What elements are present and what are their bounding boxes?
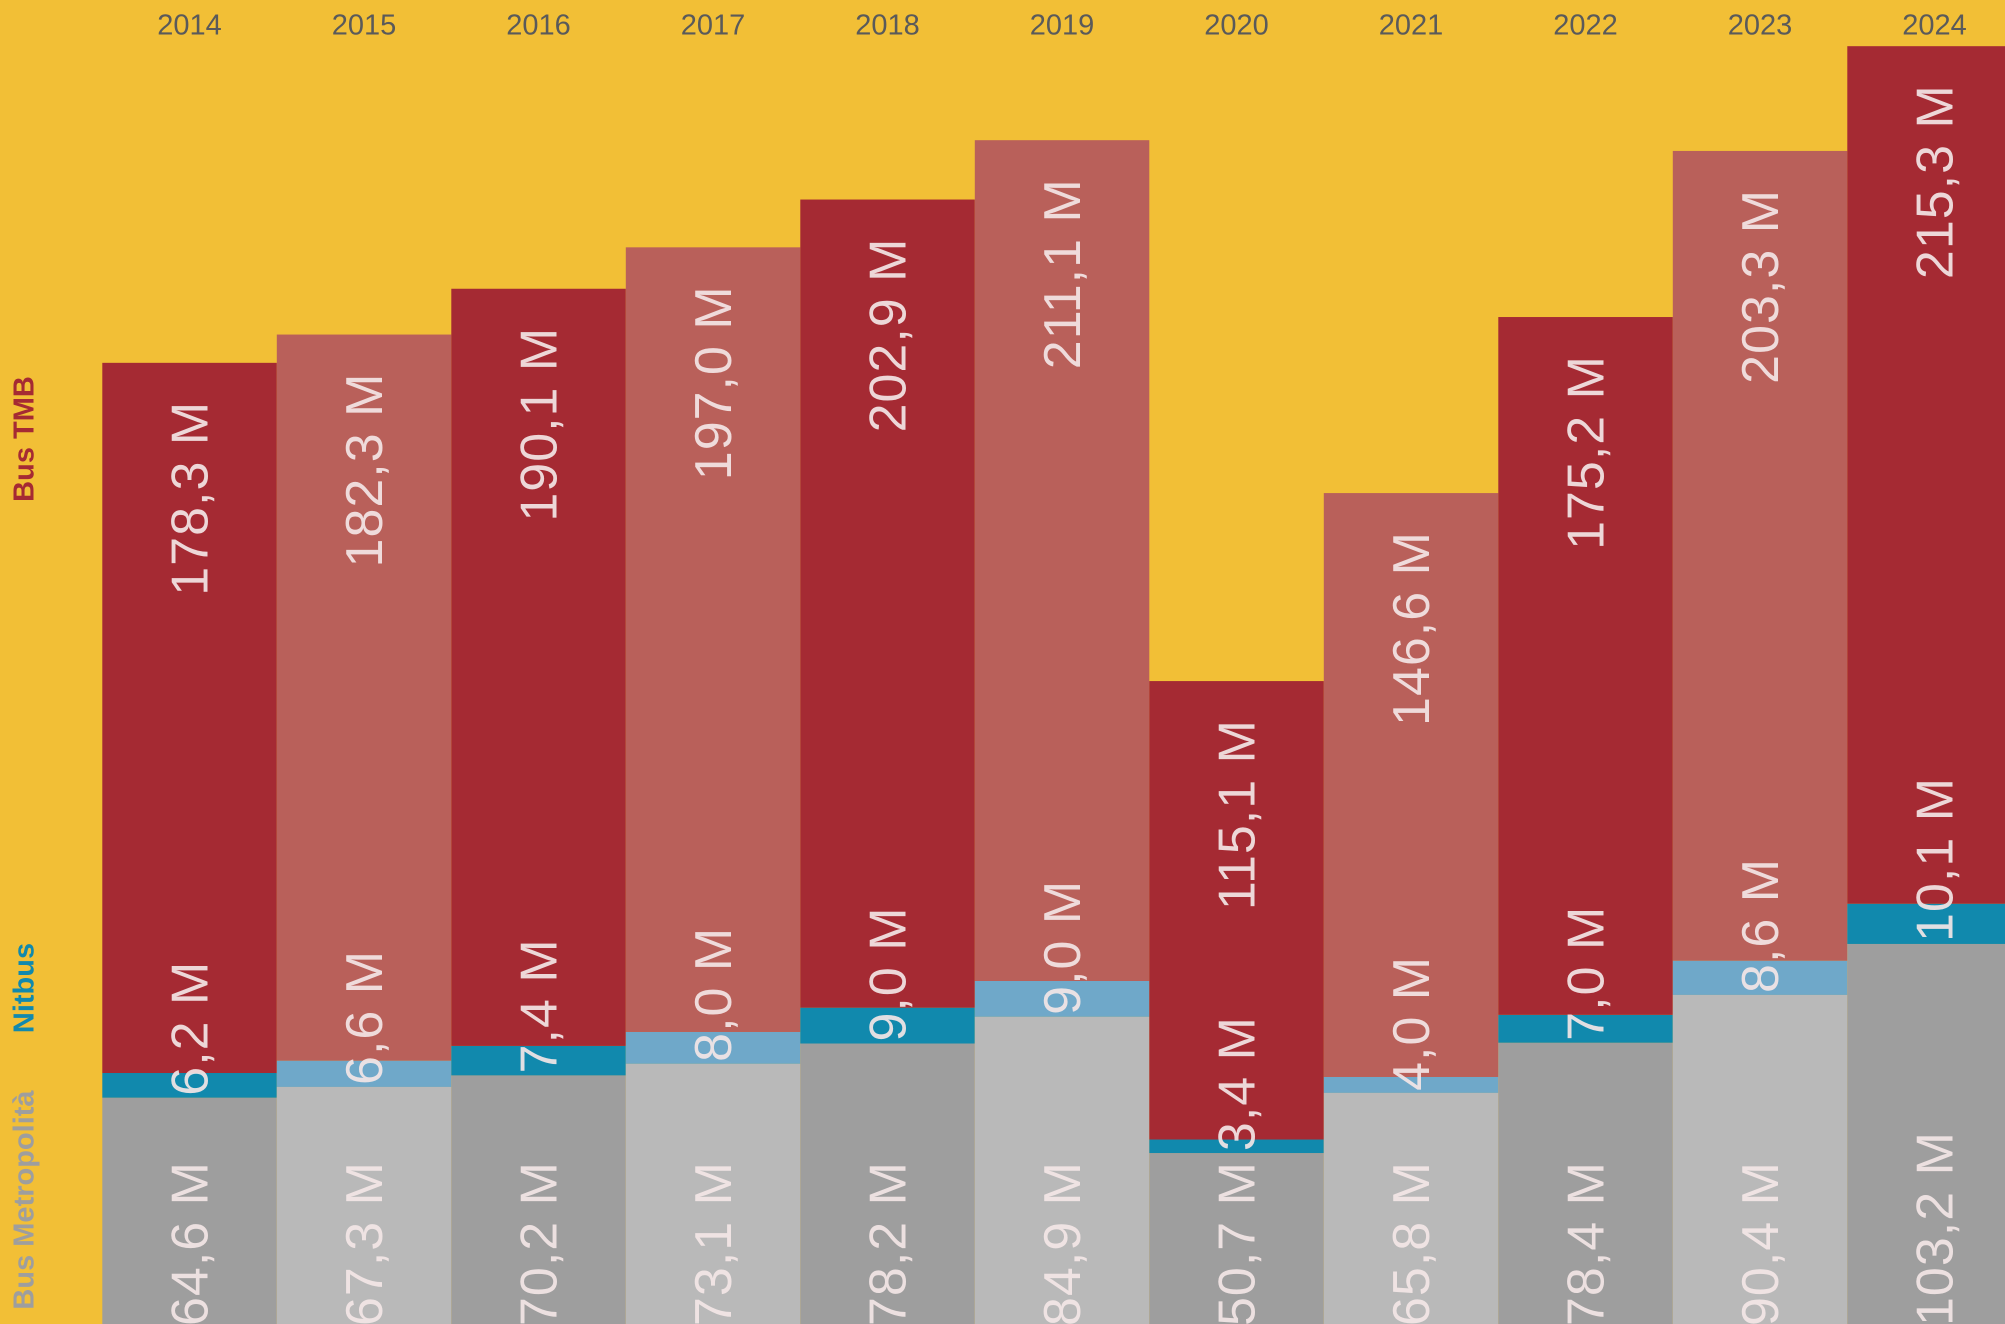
value-label: 3,4 M <box>1208 1016 1266 1151</box>
value-label: 190,1 M <box>510 327 568 522</box>
value-label: 175,2 M <box>1557 355 1615 550</box>
bar-segment <box>1672 150 1848 961</box>
bar-segment <box>1323 493 1499 1077</box>
x-tick-label: 2022 <box>1553 10 1618 42</box>
bar-segment <box>1323 1076 1499 1093</box>
value-label: 182,3 M <box>336 373 394 568</box>
bar-segment <box>1498 1014 1673 1043</box>
x-tick-label: 2019 <box>1030 10 1095 42</box>
value-label: 203,3 M <box>1732 189 1790 384</box>
x-tick-label: 2014 <box>157 10 222 42</box>
value-label: 6,6 M <box>336 950 394 1085</box>
value-label: 70,2 M <box>510 1161 568 1324</box>
value-label: 211,1 M <box>1034 178 1092 369</box>
bar-segment <box>451 288 626 1046</box>
bar-segment <box>102 1073 277 1098</box>
bar-segment <box>1498 1042 1673 1324</box>
value-label: 146,6 M <box>1383 531 1441 726</box>
bar-segment <box>102 1097 277 1324</box>
value-label: 197,0 M <box>685 285 743 480</box>
value-label: 178,3 M <box>161 401 219 596</box>
bar-segment <box>276 334 452 1061</box>
x-tick-label: 2015 <box>332 10 397 42</box>
bar-segment <box>451 1075 626 1324</box>
x-tick-label: 2020 <box>1204 10 1269 42</box>
legend-label: Bus Metropolità <box>9 1090 41 1310</box>
bar-segment <box>625 1031 801 1064</box>
bar-segment <box>974 980 1150 1017</box>
bar-segment <box>1672 994 1848 1324</box>
bar-segment <box>1847 46 2005 904</box>
value-label: 73,1 M <box>685 1161 743 1324</box>
bar-segment <box>1149 681 1324 1140</box>
value-label: 7,0 M <box>1557 906 1615 1041</box>
bar-segment <box>276 1086 452 1324</box>
legend-label: Nitbus <box>9 943 41 1033</box>
value-label: 50,7 M <box>1208 1161 1266 1324</box>
bar-segment <box>974 140 1150 981</box>
x-tick-label: 2018 <box>855 10 920 42</box>
value-label: 78,4 M <box>1557 1161 1615 1324</box>
x-tick-label: 2021 <box>1379 10 1444 42</box>
bar-segment <box>1847 903 2005 944</box>
value-label: 202,9 M <box>859 238 917 433</box>
bar-segment <box>800 199 975 1008</box>
bar-segment <box>451 1045 626 1076</box>
value-label: 78,2 M <box>859 1161 917 1324</box>
value-label: 7,4 M <box>510 938 568 1073</box>
value-label: 8,6 M <box>1732 858 1790 993</box>
value-label: 67,3 M <box>336 1161 394 1324</box>
bar-segment <box>974 1016 1150 1324</box>
bar-segment <box>800 1007 975 1044</box>
bar-segment <box>1498 317 1673 1015</box>
bar-segment <box>800 1043 975 1324</box>
value-label: 6,2 M <box>161 961 219 1096</box>
bar-segment <box>102 362 277 1074</box>
bar-segment <box>1847 943 2005 1324</box>
value-label: 4,0 M <box>1383 956 1441 1091</box>
x-tick-label: 2023 <box>1728 10 1793 42</box>
bar-segment <box>1323 1092 1499 1324</box>
bar-segment <box>1149 1139 1324 1154</box>
bar-segment <box>1149 1153 1324 1324</box>
value-label: 9,0 M <box>1034 880 1092 1015</box>
bar-segment <box>625 1063 801 1324</box>
value-label: 64,6 M <box>161 1161 219 1324</box>
value-label: 84,9 M <box>1034 1161 1092 1324</box>
value-label: 215,3 M <box>1906 84 1964 279</box>
bar-segment <box>1672 960 1848 995</box>
x-tick-label: 2024 <box>1902 10 1967 42</box>
value-label: 103,2 M <box>1906 1131 1964 1324</box>
value-label: 90,4 M <box>1732 1161 1790 1324</box>
value-label: 10,1 M <box>1906 777 1964 942</box>
bar-segment <box>625 247 801 1032</box>
legend-label: Bus TMB <box>9 376 41 502</box>
value-label: 65,8 M <box>1383 1161 1441 1324</box>
bar-segment <box>276 1060 452 1087</box>
x-tick-label: 2017 <box>681 10 746 42</box>
value-label: 9,0 M <box>859 906 917 1041</box>
value-label: 8,0 M <box>685 927 743 1062</box>
value-label: 115,1 M <box>1208 719 1266 910</box>
x-tick-label: 2016 <box>506 10 571 42</box>
